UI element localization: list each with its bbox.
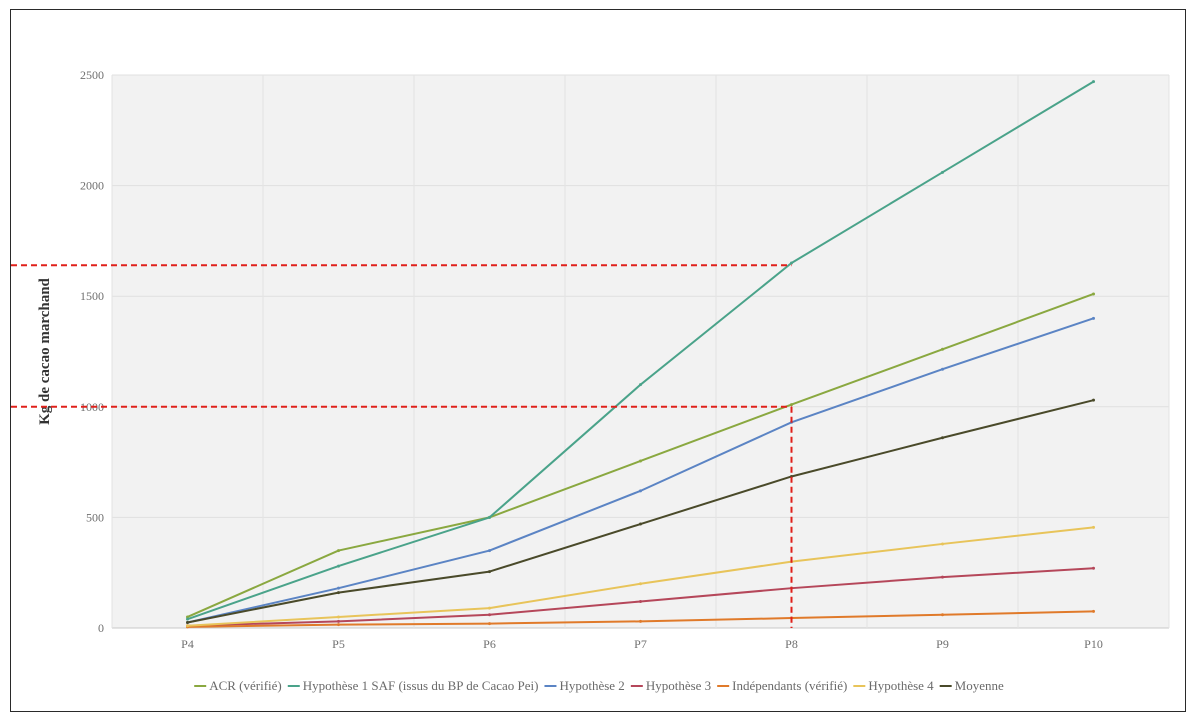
y-axis-label: Kg de cacao marchand <box>37 277 53 424</box>
x-tick-label: P5 <box>332 637 345 651</box>
legend-entry: Hypothèse 4 <box>868 678 934 693</box>
legend-entry: Moyenne <box>955 678 1004 693</box>
chart-frame: 0 500 1000 1500 2000 2500 P4 P5 P6 P7 P8 P9 P10 Kg … <box>10 9 1186 712</box>
data-point <box>639 582 642 586</box>
x-tick-label: P6 <box>483 637 496 651</box>
data-point <box>337 564 340 568</box>
data-point <box>639 619 642 623</box>
data-point <box>337 619 340 623</box>
data-point <box>941 347 944 351</box>
data-point <box>186 617 189 621</box>
x-tick-label: P10 <box>1084 637 1103 651</box>
data-point <box>941 367 944 371</box>
data-point <box>639 599 642 603</box>
data-point <box>941 542 944 546</box>
data-point <box>488 515 491 519</box>
data-point <box>790 261 793 265</box>
data-point <box>639 459 642 463</box>
data-point <box>488 613 491 617</box>
y-tick-label: 500 <box>86 510 104 524</box>
data-point <box>488 549 491 553</box>
legend-entry: Hypothèse 2 <box>559 678 624 693</box>
x-tick-label: P9 <box>936 637 949 651</box>
data-point <box>941 575 944 579</box>
annotation-lines <box>11 264 793 628</box>
x-tick-label: P4 <box>181 637 194 651</box>
legend-entry: Indépendants (vérifié) <box>732 678 847 693</box>
data-point <box>639 383 642 387</box>
data-point <box>337 591 340 595</box>
data-point <box>186 624 189 628</box>
data-point <box>337 615 340 619</box>
data-point <box>941 170 944 174</box>
legend-entry: Hypothèse 3 <box>646 678 711 693</box>
data-point <box>941 436 944 440</box>
data-point <box>488 606 491 610</box>
data-point <box>639 522 642 526</box>
x-axis-ticks: P4 P5 P6 P7 P8 P9 P10 <box>181 637 1103 651</box>
legend: ACR (vérifié) Hypothèse 1 SAF (issus du B… <box>194 678 1004 693</box>
data-point <box>941 613 944 617</box>
y-tick-label: 1500 <box>80 289 104 303</box>
data-point <box>1092 566 1095 570</box>
y-tick-label: 2500 <box>80 68 104 82</box>
data-point <box>488 570 491 574</box>
legend-entry: ACR (vérifié) <box>209 678 282 693</box>
data-point <box>1092 80 1095 84</box>
data-point <box>1092 398 1095 402</box>
data-point <box>186 620 189 624</box>
data-point <box>790 403 793 407</box>
data-point <box>639 489 642 493</box>
data-point <box>337 549 340 553</box>
data-point <box>337 586 340 590</box>
data-point <box>1092 609 1095 613</box>
data-point <box>337 623 340 627</box>
data-point <box>1092 292 1095 296</box>
data-point <box>1092 316 1095 320</box>
y-tick-label: 2000 <box>80 179 104 193</box>
legend-entry: Hypothèse 1 SAF (issus du BP de Cacao Pe… <box>303 678 539 693</box>
plot-area-background <box>112 75 1169 628</box>
y-tick-label: 0 <box>98 621 104 635</box>
data-point <box>488 622 491 626</box>
series-lines <box>186 80 1095 629</box>
data-point <box>1092 525 1095 529</box>
x-tick-label: P8 <box>785 637 798 651</box>
x-tick-label: P7 <box>634 637 647 651</box>
data-point <box>186 615 189 619</box>
